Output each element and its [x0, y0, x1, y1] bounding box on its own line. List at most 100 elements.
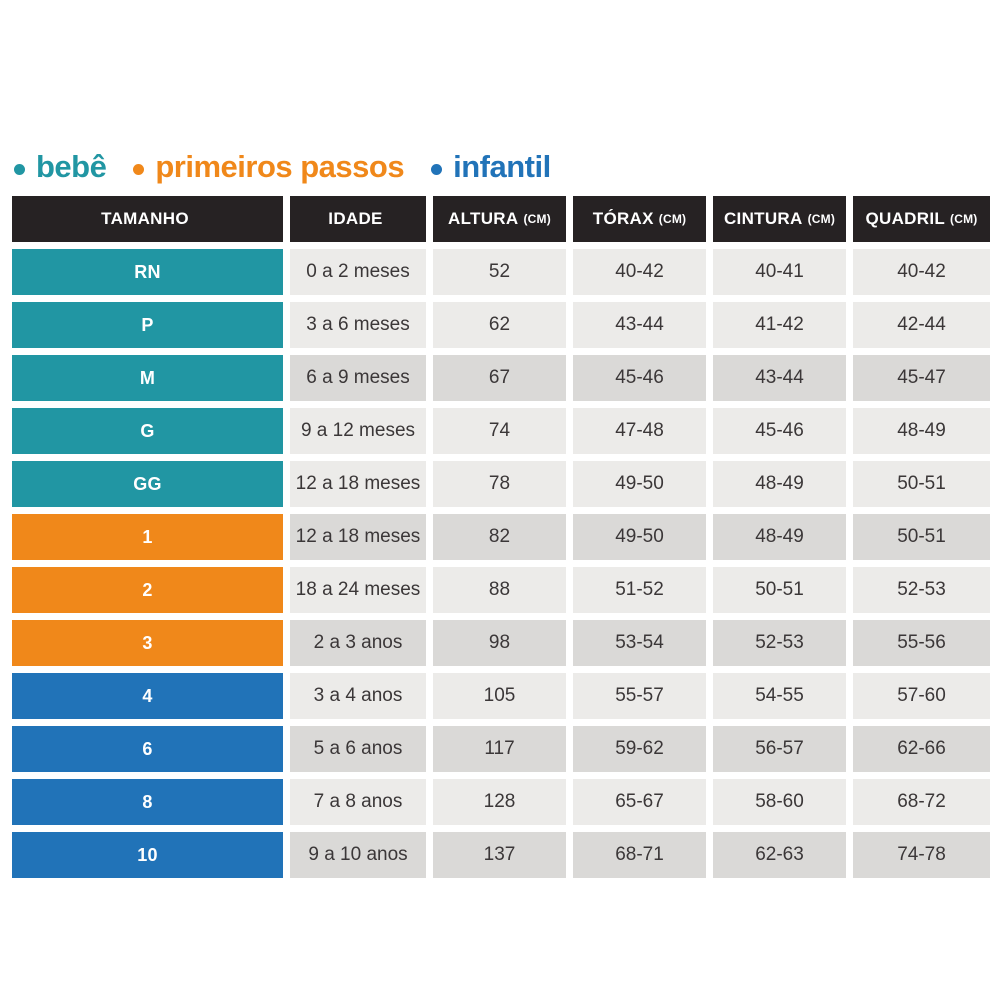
column-header-torax: TÓRAX (CM) — [573, 196, 706, 242]
quadril-cell: 74-78 — [853, 832, 990, 878]
legend: bebê primeiros passos infantil — [12, 147, 990, 187]
altura-cell: 82 — [433, 514, 566, 560]
torax-cell: 68-71 — [573, 832, 706, 878]
altura-cell: 117 — [433, 726, 566, 772]
header-label: CINTURA — [723, 209, 803, 228]
size-cell: 1 — [12, 514, 283, 560]
idade-cell: 6 a 9 meses — [290, 355, 426, 401]
size-cell: 10 — [12, 832, 283, 878]
altura-cell: 105 — [433, 673, 566, 719]
header-label: QUADRIL — [865, 209, 946, 228]
idade-cell: 2 a 3 anos — [290, 620, 426, 666]
legend-item-bebe: bebê — [14, 149, 107, 185]
altura-cell: 88 — [433, 567, 566, 613]
cintura-cell: 48-49 — [713, 514, 846, 560]
legend-item-infantil: infantil — [431, 149, 551, 185]
altura-cell: 98 — [433, 620, 566, 666]
header-label: ALTURA — [448, 209, 519, 228]
idade-cell: 9 a 12 meses — [290, 408, 426, 454]
altura-cell: 52 — [433, 249, 566, 295]
legend-item-primeiros-passos: primeiros passos — [133, 149, 405, 185]
legend-label: bebê — [36, 149, 107, 184]
size-cell: 4 — [12, 673, 283, 719]
size-cell: M — [12, 355, 283, 401]
quadril-cell: 68-72 — [853, 779, 990, 825]
bullet-dot-icon — [14, 163, 25, 175]
size-cell: 3 — [12, 620, 283, 666]
header-label: TAMANHO — [101, 209, 189, 228]
column-header-altura: ALTURA (CM) — [433, 196, 566, 242]
size-cell: G — [12, 408, 283, 454]
idade-cell: 9 a 10 anos — [290, 832, 426, 878]
column-header-idade: IDADE — [290, 196, 426, 242]
size-cell: 8 — [12, 779, 283, 825]
torax-cell: 49-50 — [573, 461, 706, 507]
idade-cell: 12 a 18 meses — [290, 514, 426, 560]
cintura-cell: 58-60 — [713, 779, 846, 825]
cintura-cell: 52-53 — [713, 620, 846, 666]
idade-cell: 5 a 6 anos — [290, 726, 426, 772]
idade-cell: 7 a 8 anos — [290, 779, 426, 825]
size-chart: bebê primeiros passos infantil TAMANHO I… — [12, 147, 990, 878]
column-header-tamanho: TAMANHO — [12, 196, 283, 242]
idade-cell: 0 a 2 meses — [290, 249, 426, 295]
torax-cell: 45-46 — [573, 355, 706, 401]
bullet-dot-icon — [431, 163, 443, 175]
torax-cell: 51-52 — [573, 567, 706, 613]
altura-cell: 67 — [433, 355, 566, 401]
altura-cell: 78 — [433, 461, 566, 507]
cintura-cell: 41-42 — [713, 302, 846, 348]
quadril-cell: 45-47 — [853, 355, 990, 401]
altura-cell: 74 — [433, 408, 566, 454]
torax-cell: 43-44 — [573, 302, 706, 348]
altura-cell: 137 — [433, 832, 566, 878]
header-unit: (CM) — [658, 212, 687, 226]
quadril-cell: 62-66 — [853, 726, 990, 772]
legend-label: primeiros passos — [155, 149, 405, 184]
idade-cell: 3 a 6 meses — [290, 302, 426, 348]
cintura-cell: 43-44 — [713, 355, 846, 401]
torax-cell: 55-57 — [573, 673, 706, 719]
torax-cell: 53-54 — [573, 620, 706, 666]
torax-cell: 49-50 — [573, 514, 706, 560]
header-label: TÓRAX — [592, 209, 654, 228]
torax-cell: 40-42 — [573, 249, 706, 295]
cintura-cell: 56-57 — [713, 726, 846, 772]
quadril-cell: 57-60 — [853, 673, 990, 719]
header-unit: (CM) — [807, 212, 836, 226]
altura-cell: 62 — [433, 302, 566, 348]
column-header-quadril: QUADRIL (CM) — [853, 196, 990, 242]
quadril-cell: 40-42 — [853, 249, 990, 295]
header-unit: (CM) — [950, 212, 978, 226]
cintura-cell: 48-49 — [713, 461, 846, 507]
cintura-cell: 54-55 — [713, 673, 846, 719]
size-cell: 2 — [12, 567, 283, 613]
quadril-cell: 52-53 — [853, 567, 990, 613]
quadril-cell: 42-44 — [853, 302, 990, 348]
idade-cell: 12 a 18 meses — [290, 461, 426, 507]
size-cell: P — [12, 302, 283, 348]
size-chart-table: TAMANHO IDADE ALTURA (CM) TÓRAX (CM) CINTU… — [12, 196, 990, 878]
cintura-cell: 50-51 — [713, 567, 846, 613]
torax-cell: 65-67 — [573, 779, 706, 825]
cintura-cell: 62-63 — [713, 832, 846, 878]
quadril-cell: 50-51 — [853, 461, 990, 507]
column-header-cintura: CINTURA (CM) — [713, 196, 846, 242]
cintura-cell: 40-41 — [713, 249, 846, 295]
quadril-cell: 55-56 — [853, 620, 990, 666]
cintura-cell: 45-46 — [713, 408, 846, 454]
idade-cell: 18 a 24 meses — [290, 567, 426, 613]
torax-cell: 59-62 — [573, 726, 706, 772]
torax-cell: 47-48 — [573, 408, 706, 454]
bullet-dot-icon — [133, 163, 145, 175]
size-cell: GG — [12, 461, 283, 507]
header-label: IDADE — [328, 209, 383, 228]
size-cell: RN — [12, 249, 283, 295]
quadril-cell: 48-49 — [853, 408, 990, 454]
quadril-cell: 50-51 — [853, 514, 990, 560]
size-cell: 6 — [12, 726, 283, 772]
legend-label: infantil — [453, 149, 551, 184]
idade-cell: 3 a 4 anos — [290, 673, 426, 719]
header-unit: (CM) — [523, 212, 551, 226]
altura-cell: 128 — [433, 779, 566, 825]
